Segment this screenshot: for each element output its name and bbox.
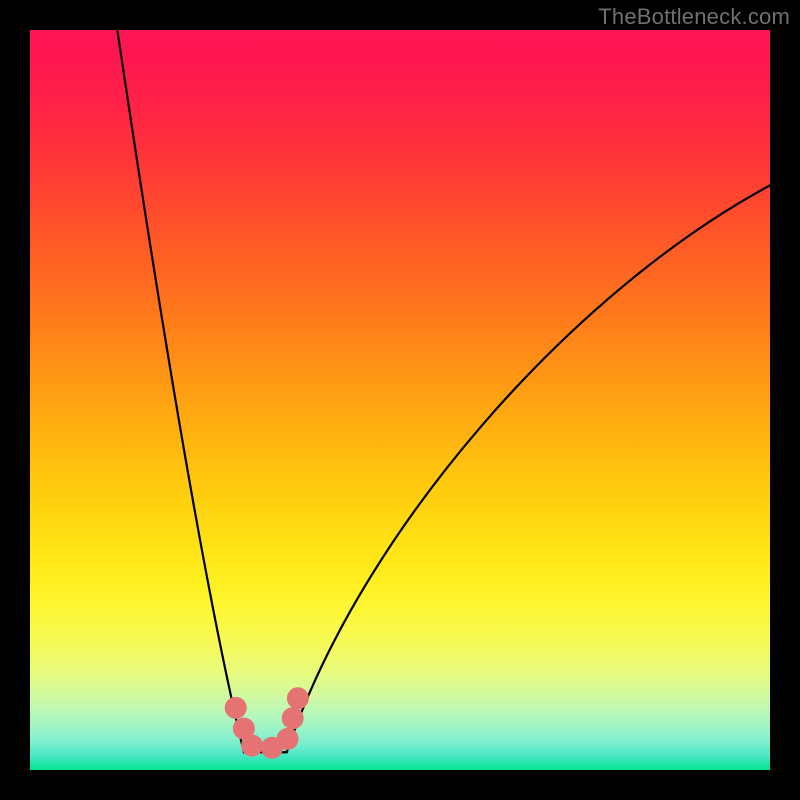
gradient-field xyxy=(30,30,770,770)
valley-marker xyxy=(241,735,263,757)
valley-marker xyxy=(282,707,304,729)
valley-marker xyxy=(225,697,247,719)
valley-marker xyxy=(287,687,309,709)
chart-root: TheBottleneck.com xyxy=(0,0,800,800)
watermark-text: TheBottleneck.com xyxy=(598,4,790,30)
bottleneck-chart xyxy=(0,0,800,800)
valley-marker xyxy=(277,728,299,750)
